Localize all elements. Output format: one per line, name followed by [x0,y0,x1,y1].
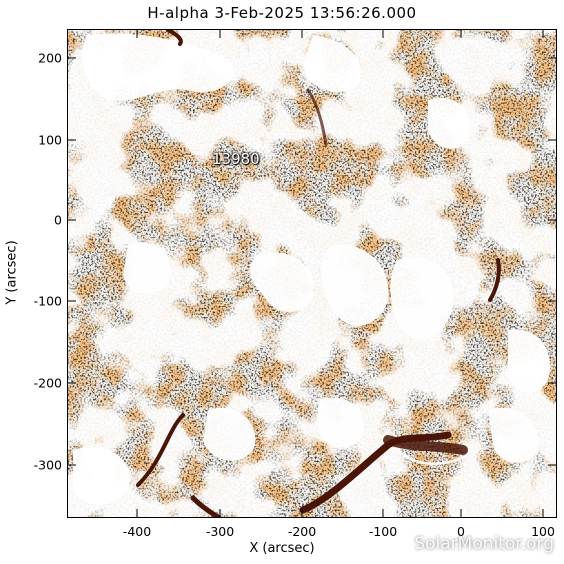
h-alpha-image [68,30,556,517]
filament-bright-edge [397,449,469,465]
y-axis-title: Y (arcsec) [4,240,20,305]
x-tick-label: -200 [287,524,317,539]
x-tick-label: -100 [368,524,398,539]
active-region-label: 13980 [212,150,260,168]
y-tick-label: 200 [38,50,62,66]
y-tick-label: -300 [33,457,62,473]
plage-patches [73,33,550,505]
x-tick-label: -300 [205,524,235,539]
x-tick-label: 0 [457,524,465,539]
y-tick-label: 0 [54,212,62,228]
y-tick-label: 100 [38,132,62,148]
x-tick-label: -400 [122,524,152,539]
filaments [136,30,501,517]
image-title: H-alpha 3-Feb-2025 13:56:26.000 [147,4,417,22]
y-tick-label: -100 [33,293,62,309]
y-tick-label: -200 [33,375,62,391]
x-axis-title: X (arcsec) [249,541,315,556]
solarmonitor-watermark: SolarMonitor.org [414,534,554,554]
x-tick-label: 100 [531,524,555,539]
solar-image-frame [67,29,557,518]
